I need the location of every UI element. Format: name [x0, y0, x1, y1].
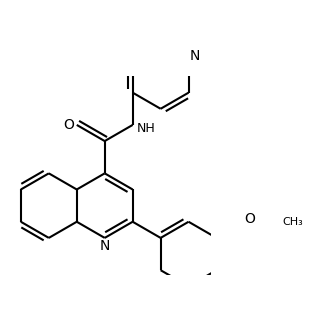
Text: O: O: [244, 212, 255, 226]
Text: N: N: [189, 49, 200, 63]
Text: CH₃: CH₃: [283, 217, 303, 227]
Text: O: O: [64, 118, 75, 132]
Text: N: N: [100, 239, 110, 254]
Text: NH: NH: [137, 122, 156, 135]
